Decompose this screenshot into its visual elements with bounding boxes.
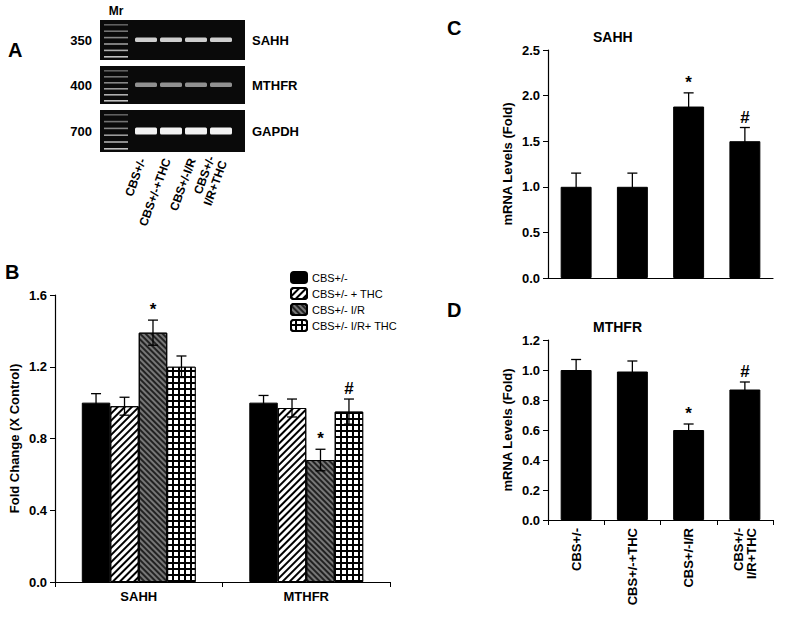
svg-text:1.2: 1.2 [522,333,540,348]
svg-text:CBS+/- + THC: CBS+/- + THC [312,288,383,300]
svg-text:0.0: 0.0 [522,271,540,286]
svg-text:1.0: 1.0 [522,179,540,194]
svg-text:2.5: 2.5 [522,43,540,58]
svg-text:CBS+/-+THC: CBS+/-+THC [625,527,640,605]
svg-text:#: # [740,108,750,127]
svg-text:CBS+/- I/R+ THC: CBS+/- I/R+ THC [312,320,397,332]
svg-text:CBS+/-+THC: CBS+/-+THC [136,156,174,228]
svg-text:0.8: 0.8 [522,393,540,408]
svg-text:1.6: 1.6 [29,288,47,303]
svg-text:B: B [5,261,19,283]
svg-text:CBS+/-: CBS+/- [312,272,348,284]
svg-text:SAHH: SAHH [252,33,289,48]
svg-text:I/R+THC: I/R+THC [744,527,759,579]
svg-text:1.0: 1.0 [522,363,540,378]
svg-text:mRNA Levels (Fold): mRNA Levels (Fold) [500,368,515,491]
svg-text:Mr: Mr [109,4,124,18]
svg-text:*: * [685,404,692,423]
svg-text:1.2: 1.2 [29,359,47,374]
svg-text:0.2: 0.2 [522,483,540,498]
svg-text:0.4: 0.4 [29,503,48,518]
svg-text:CBS+/- I/R: CBS+/- I/R [312,304,365,316]
svg-text:A: A [8,39,22,61]
svg-text:CBS+/-: CBS+/- [122,156,149,198]
svg-text:1.5: 1.5 [522,134,540,149]
svg-text:CBS+/-I/R: CBS+/-I/R [681,527,696,587]
svg-text:0.6: 0.6 [522,423,540,438]
svg-text:350: 350 [70,33,92,48]
svg-text:mRNA Levels (Fold): mRNA Levels (Fold) [500,102,515,225]
svg-text:SAHH: SAHH [593,29,633,45]
svg-text:*: * [685,73,692,92]
svg-text:CBS+/-I/R: CBS+/-I/R [167,156,199,213]
svg-text:Fold Change (X Control): Fold Change (X Control) [7,364,22,513]
svg-text:#: # [344,379,354,398]
svg-text:*: * [317,429,324,448]
svg-text:C: C [447,17,461,39]
svg-text:GAPDH: GAPDH [252,124,299,139]
svg-text:CBS+/-I/R+THC: CBS+/-I/R+THC [188,154,230,208]
svg-text:*: * [150,300,157,319]
svg-text:SAHH: SAHH [120,589,157,604]
svg-text:MTHFR: MTHFR [252,78,298,93]
svg-text:400: 400 [70,78,92,93]
svg-text:2.0: 2.0 [522,88,540,103]
svg-text:CBS+/-: CBS+/- [569,528,584,571]
svg-text:CBS+/-: CBS+/- [730,528,746,571]
svg-text:0.0: 0.0 [522,513,540,528]
svg-text:0.8: 0.8 [29,431,47,446]
svg-text:#: # [740,362,750,381]
svg-text:0.0: 0.0 [29,575,47,590]
svg-text:MTHFR: MTHFR [593,319,642,335]
svg-text:0.5: 0.5 [522,225,540,240]
svg-text:700: 700 [70,124,92,139]
svg-text:D: D [447,299,461,321]
svg-text:MTHFR: MTHFR [284,589,330,604]
svg-text:0.4: 0.4 [522,453,541,468]
